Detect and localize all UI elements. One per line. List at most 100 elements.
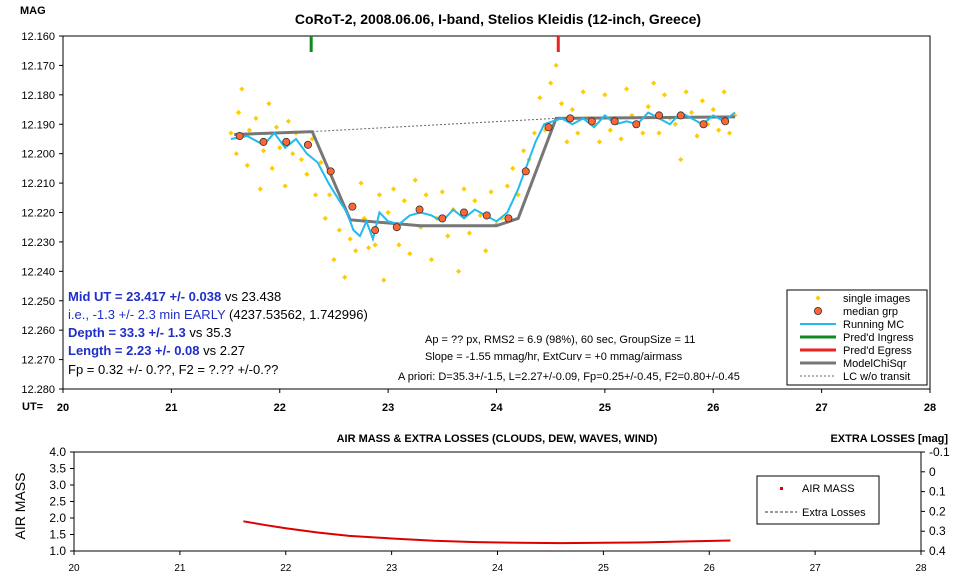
- single-image-point: [466, 230, 473, 236]
- annotation-mid-ut-reference: vs 23.438: [221, 289, 281, 304]
- single-image-point: [445, 233, 451, 239]
- main-x-tick-label: 20: [57, 402, 69, 414]
- main-y-tick-label: 12.270: [21, 355, 55, 367]
- annotation-length-value: Length = 2.23 +/- 0.08: [68, 343, 200, 358]
- single-image-point: [461, 186, 467, 192]
- single-image-point: [244, 162, 250, 169]
- main-y-tick-label: 12.240: [21, 266, 55, 278]
- airmass-y2-axis-label: EXTRA LOSSES [mag]: [830, 433, 948, 445]
- median-group-point: [610, 117, 619, 126]
- single-image-point: [710, 106, 716, 113]
- single-image-point: [716, 127, 722, 133]
- single-image-point: [542, 127, 548, 133]
- median-group-point: [415, 205, 424, 214]
- legend-label-extra-losses: Extra Losses: [802, 507, 866, 519]
- legend-label-predd-egress: Pred'd Egress: [843, 345, 912, 357]
- median-group-point: [371, 226, 380, 235]
- main-y-tick-label: 12.160: [21, 31, 55, 43]
- main-axis-ticks: 12.160 12.170 12.180 12.190 12.200 12.210 12.2…: [21, 31, 936, 414]
- single-image-point: [472, 198, 478, 204]
- single-image-point: [688, 109, 695, 116]
- single-image-point: [699, 98, 706, 104]
- single-image-point: [477, 212, 483, 219]
- model-chisqr-line: [234, 115, 735, 228]
- single-image-point: [269, 165, 275, 171]
- single-image-point: [290, 151, 296, 157]
- median-group-point: [676, 111, 685, 120]
- single-image-point: [353, 248, 359, 254]
- airmass-y-tick-label: 3.5: [49, 462, 66, 476]
- single-image-point: [390, 186, 397, 192]
- median-group-point: [303, 140, 312, 149]
- single-image-point: [336, 227, 342, 233]
- single-image-point: [331, 256, 337, 263]
- main-x-tick-label: 23: [382, 402, 394, 414]
- legend-key-median-grp: [814, 306, 823, 315]
- airmass-x-tick-label: 24: [492, 563, 504, 574]
- main-y-tick-label: 12.210: [21, 178, 55, 190]
- legend-label-single-images: single images: [843, 293, 911, 305]
- main-y-tick-label: 12.260: [21, 325, 55, 337]
- median-group-point: [348, 202, 357, 211]
- single-image-point: [553, 62, 559, 69]
- annotation-fp: Fp = 0.32 +/- 0.??, F2 = ?.?? +/-0.??: [68, 362, 278, 377]
- single-image-point: [428, 256, 435, 263]
- single-image-point: [312, 192, 319, 198]
- median-group-point: [544, 123, 553, 132]
- single-image-point: [602, 92, 608, 98]
- single-image-point: [277, 145, 283, 151]
- annotation-early-reference: (4237.53562, 1.742996): [225, 307, 367, 322]
- airmass-legend-keys: [765, 487, 797, 513]
- single-image-point: [381, 277, 387, 283]
- median-group-point: [482, 211, 491, 220]
- legend-label-model-chisqr: ModelChiSqr: [843, 358, 907, 370]
- single-image-point: [298, 156, 305, 163]
- single-image-point: [580, 89, 586, 95]
- airmass-y-tick-label: 1.5: [49, 528, 66, 542]
- single-image-point: [488, 189, 494, 195]
- median-group-point: [326, 167, 335, 176]
- single-image-point: [640, 130, 646, 136]
- median-group-point: [259, 137, 268, 146]
- legend-label-predd-ingress: Pred'd Ingress: [843, 332, 914, 344]
- single-image-point: [575, 130, 581, 136]
- single-image-point: [423, 192, 429, 198]
- single-image-point: [327, 192, 333, 198]
- main-x-tick-label: 24: [490, 402, 503, 414]
- median-group-point: [699, 120, 708, 129]
- single-image-point: [651, 80, 657, 86]
- single-image-point: [266, 101, 272, 107]
- single-image-point: [257, 186, 263, 192]
- annotation-length-reference: vs 2.27: [200, 343, 246, 358]
- annotation-mid-ut-value: Mid UT = 23.417 +/- 0.038: [68, 289, 221, 304]
- single-image-point: [694, 133, 700, 139]
- annotation-early-value: i.e., -1.3 +/- 2.3 min EARLY: [68, 307, 226, 322]
- median-group-point: [721, 117, 730, 126]
- single-image-point: [239, 86, 245, 92]
- single-image-point: [282, 183, 288, 189]
- median-group-point: [459, 208, 468, 217]
- single-image-point: [455, 268, 462, 274]
- median-group-point: [392, 223, 401, 232]
- annotation-depth: Depth = 33.3 +/- 1.3 vs 35.3: [68, 325, 231, 340]
- main-y-axis-label: MAG: [20, 5, 46, 17]
- single-image-point: [548, 80, 554, 86]
- single-image-point: [504, 183, 510, 189]
- airmass-x-tick-label: 25: [598, 563, 610, 574]
- annotation-apriori: A priori: D=35.3+/-1.5, L=2.27+/-0.09, F…: [398, 371, 740, 383]
- legend-key-single-images: [815, 295, 821, 301]
- single-image-point: [361, 215, 367, 221]
- main-y-tick-label: 12.230: [21, 237, 55, 249]
- airmass-legend-box: [756, 475, 880, 525]
- airmass-chart-title: AIR MASS & EXTRA LOSSES (CLOUDS, DEW, WA…: [337, 433, 658, 445]
- single-image-point: [564, 139, 570, 145]
- single-image-point: [607, 127, 613, 133]
- annotation-mid-ut: Mid UT = 23.417 +/- 0.038 vs 23.438: [68, 289, 281, 304]
- main-x-tick-label: 27: [816, 402, 828, 414]
- single-image-point: [358, 180, 364, 186]
- annotation-depth-reference: vs 35.3: [186, 325, 232, 340]
- single-image-point: [705, 121, 711, 127]
- running-mc-line: [230, 111, 736, 243]
- airmass-y-tick-label: 2.5: [49, 495, 66, 509]
- main-legend-keys: [800, 295, 836, 377]
